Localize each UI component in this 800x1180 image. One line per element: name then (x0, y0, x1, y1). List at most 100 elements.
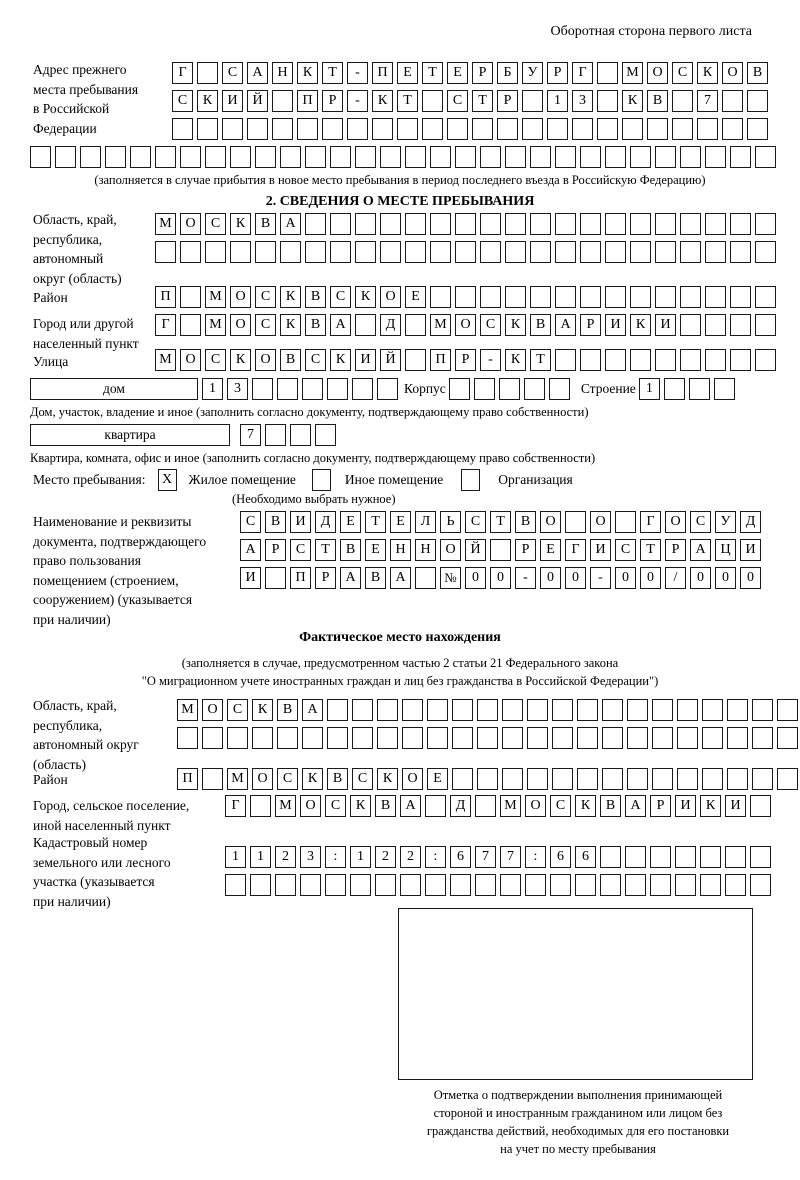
char-cell[interactable] (548, 378, 570, 400)
char-cell[interactable] (180, 146, 201, 168)
char-cell[interactable] (577, 727, 598, 749)
char-cell[interactable] (225, 874, 246, 896)
char-cell[interactable] (405, 349, 426, 371)
char-cell[interactable]: 1 (250, 846, 271, 868)
char-cell[interactable]: О (202, 699, 223, 721)
char-cell[interactable]: Р (265, 539, 286, 561)
char-cell[interactable] (155, 146, 176, 168)
char-cell[interactable]: И (675, 795, 696, 817)
char-cell[interactable] (380, 241, 401, 263)
char-cell[interactable] (355, 314, 376, 336)
char-cell[interactable] (430, 241, 451, 263)
char-cell[interactable] (605, 349, 626, 371)
char-cell[interactable] (730, 286, 751, 308)
char-cell[interactable] (777, 699, 798, 721)
char-cell[interactable] (180, 314, 201, 336)
char-cell[interactable] (705, 286, 726, 308)
char-cell[interactable] (600, 874, 621, 896)
char-cell[interactable] (602, 727, 623, 749)
char-cell[interactable] (752, 727, 773, 749)
char-cell[interactable]: О (722, 62, 743, 84)
char-cell[interactable] (663, 378, 685, 400)
char-cell[interactable]: 3 (572, 90, 593, 112)
char-cell[interactable] (497, 118, 518, 140)
char-cell[interactable] (250, 795, 271, 817)
char-cell[interactable]: Й (465, 539, 486, 561)
char-cell[interactable] (555, 286, 576, 308)
char-cell[interactable] (177, 727, 198, 749)
char-cell[interactable]: Ь (440, 511, 461, 533)
char-cell[interactable]: О (440, 539, 461, 561)
char-cell[interactable]: Л (415, 511, 436, 533)
char-cell[interactable]: О (230, 314, 251, 336)
char-cell[interactable]: Д (740, 511, 761, 533)
section2-region-row-2[interactable] (155, 241, 780, 263)
char-cell[interactable] (680, 213, 701, 235)
char-cell[interactable]: 1 (638, 378, 660, 400)
char-cell[interactable] (580, 349, 601, 371)
char-cell[interactable] (455, 286, 476, 308)
char-cell[interactable] (605, 286, 626, 308)
prev-address-row-4[interactable] (30, 146, 780, 168)
char-cell[interactable] (350, 874, 371, 896)
char-cell[interactable]: С (205, 349, 226, 371)
char-cell[interactable] (477, 768, 498, 790)
char-cell[interactable] (372, 118, 393, 140)
char-cell[interactable]: Г (155, 314, 176, 336)
char-cell[interactable] (713, 378, 735, 400)
char-cell[interactable]: 0 (715, 567, 736, 589)
char-cell[interactable] (280, 146, 301, 168)
char-cell[interactable] (605, 213, 626, 235)
char-cell[interactable] (555, 241, 576, 263)
char-cell[interactable]: И (290, 511, 311, 533)
char-cell[interactable] (477, 727, 498, 749)
char-cell[interactable] (375, 874, 396, 896)
char-cell[interactable]: 7 (697, 90, 718, 112)
char-cell[interactable]: В (305, 286, 326, 308)
char-cell[interactable] (600, 846, 621, 868)
char-cell[interactable]: В (265, 511, 286, 533)
char-cell[interactable] (455, 241, 476, 263)
char-cell[interactable]: 6 (450, 846, 471, 868)
char-cell[interactable] (655, 286, 676, 308)
char-cell[interactable] (330, 213, 351, 235)
char-cell[interactable]: С (255, 314, 276, 336)
char-cell[interactable]: М (500, 795, 521, 817)
char-cell[interactable]: В (280, 349, 301, 371)
char-cell[interactable] (597, 90, 618, 112)
char-cell[interactable] (552, 699, 573, 721)
char-cell[interactable]: 2 (400, 846, 421, 868)
char-cell[interactable] (315, 424, 336, 446)
char-cell[interactable] (530, 241, 551, 263)
char-cell[interactable]: С (255, 286, 276, 308)
char-cell[interactable] (747, 90, 768, 112)
char-cell[interactable] (605, 241, 626, 263)
char-cell[interactable] (105, 146, 126, 168)
char-cell[interactable]: М (205, 286, 226, 308)
char-cell[interactable] (680, 241, 701, 263)
char-cell[interactable] (425, 795, 446, 817)
char-cell[interactable]: О (255, 349, 276, 371)
char-cell[interactable] (555, 349, 576, 371)
char-cell[interactable] (30, 146, 51, 168)
char-cell[interactable]: М (275, 795, 296, 817)
char-cell[interactable]: О (300, 795, 321, 817)
char-cell[interactable] (480, 213, 501, 235)
char-cell[interactable]: Т (315, 539, 336, 561)
char-cell[interactable] (475, 795, 496, 817)
char-cell[interactable]: К (372, 90, 393, 112)
char-cell[interactable] (730, 146, 751, 168)
char-cell[interactable] (327, 699, 348, 721)
char-cell[interactable]: В (365, 567, 386, 589)
char-cell[interactable]: 7 (500, 846, 521, 868)
char-cell[interactable]: М (430, 314, 451, 336)
char-cell[interactable] (155, 241, 176, 263)
char-cell[interactable]: О (380, 286, 401, 308)
char-cell[interactable]: В (327, 768, 348, 790)
char-cell[interactable] (580, 213, 601, 235)
char-cell[interactable] (330, 146, 351, 168)
char-cell[interactable]: К (230, 349, 251, 371)
char-cell[interactable] (705, 349, 726, 371)
